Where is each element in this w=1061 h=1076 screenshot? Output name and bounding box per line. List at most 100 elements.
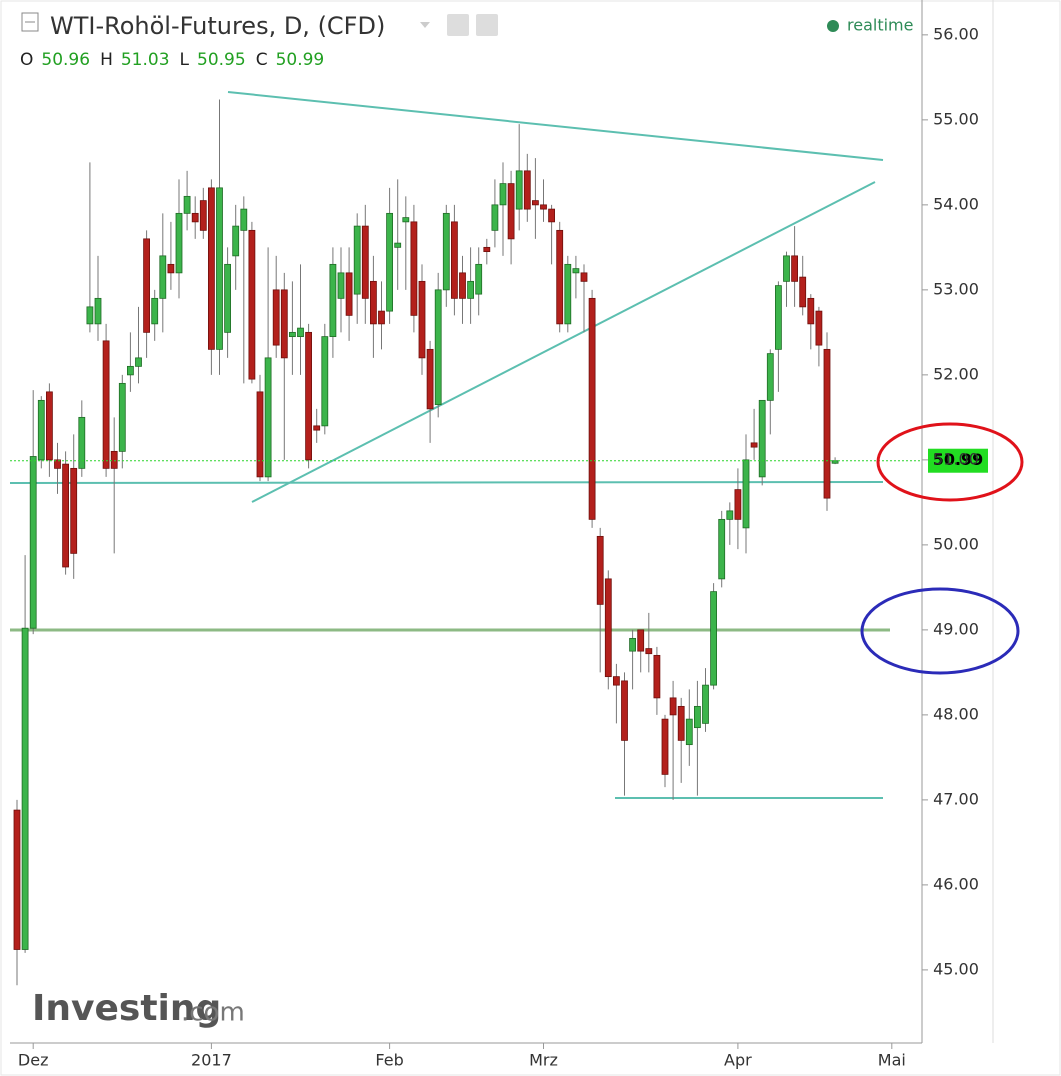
candle-body bbox=[564, 263, 572, 325]
candle-body bbox=[791, 255, 798, 282]
candle-body bbox=[766, 353, 774, 401]
candle-body bbox=[37, 399, 45, 461]
last-price-label: 50.99 bbox=[933, 450, 984, 469]
candle-body bbox=[21, 627, 29, 950]
candle-body bbox=[450, 221, 458, 299]
candle-body bbox=[596, 535, 604, 605]
candle-body bbox=[758, 399, 766, 478]
x-tick-label: 2017 bbox=[191, 1051, 232, 1070]
candle-body bbox=[694, 705, 701, 729]
candle-body bbox=[199, 200, 207, 231]
candle-body bbox=[135, 357, 142, 367]
y-tick-label: 55.00 bbox=[933, 109, 979, 128]
candle-body bbox=[143, 238, 151, 333]
candle-body bbox=[734, 489, 742, 520]
candle-body bbox=[637, 629, 645, 652]
candle-body bbox=[94, 297, 102, 325]
trend-line bbox=[251, 181, 876, 503]
candle-body bbox=[515, 170, 523, 210]
status: realtime bbox=[847, 16, 913, 35]
candle-body bbox=[361, 225, 369, 299]
x-tick-label: Mrz bbox=[529, 1051, 558, 1070]
candle-body bbox=[426, 348, 434, 410]
candle-body bbox=[410, 221, 418, 316]
candle-body bbox=[78, 416, 86, 469]
candle-body bbox=[702, 684, 709, 724]
last-price-box bbox=[928, 448, 988, 473]
candle-body bbox=[216, 187, 223, 350]
candle-body bbox=[151, 297, 159, 325]
candle-body bbox=[613, 676, 620, 686]
candle-body bbox=[823, 348, 831, 499]
ohlc-value: 51.03 bbox=[121, 50, 170, 70]
candle-body bbox=[523, 170, 531, 210]
candle-body bbox=[264, 357, 272, 478]
candle-body bbox=[272, 289, 280, 346]
y-tick-label: 52.00 bbox=[933, 364, 979, 383]
y-tick-label: 45.00 bbox=[933, 959, 979, 978]
candle-body bbox=[118, 382, 126, 452]
visibility-icon[interactable] bbox=[447, 14, 469, 36]
brand-suffix: .com bbox=[181, 998, 245, 1028]
ohlc-value: 50.99 bbox=[276, 50, 325, 70]
trend-line bbox=[227, 91, 884, 161]
support-line bbox=[9, 481, 884, 484]
ohlc-key: L bbox=[180, 50, 190, 70]
candle-body bbox=[248, 229, 256, 380]
candle-body bbox=[110, 450, 118, 469]
candle-body bbox=[313, 425, 321, 431]
candle-body bbox=[677, 705, 685, 741]
candle-body bbox=[661, 718, 669, 775]
ohlc-value: 50.96 bbox=[41, 50, 90, 70]
candle-body bbox=[645, 648, 653, 655]
candle-body bbox=[742, 459, 750, 529]
candle-body bbox=[572, 268, 580, 274]
candle-body bbox=[378, 310, 385, 325]
status-dot bbox=[827, 20, 839, 32]
ohlc-value: 50.95 bbox=[197, 50, 246, 70]
y-tick-label: 48.00 bbox=[933, 704, 979, 723]
x-tick-label: Dez bbox=[18, 1051, 49, 1070]
candle-body bbox=[783, 255, 790, 282]
candle-body bbox=[475, 263, 483, 295]
candle-body bbox=[62, 463, 69, 568]
candle-body bbox=[280, 289, 288, 359]
candle-body bbox=[256, 391, 264, 478]
candle-body bbox=[13, 809, 21, 950]
collapse-icon[interactable] bbox=[21, 12, 39, 32]
candle-body bbox=[588, 297, 596, 520]
settings-icon[interactable] bbox=[476, 14, 498, 36]
candle-body bbox=[321, 336, 329, 427]
candle-body bbox=[70, 467, 78, 554]
candle-body bbox=[175, 212, 183, 274]
brand-logo: Investing bbox=[32, 988, 221, 1029]
candle-body bbox=[499, 183, 507, 206]
y-tick-label: 56.00 bbox=[933, 24, 979, 43]
candle-body bbox=[467, 280, 475, 299]
dropdown-icon[interactable] bbox=[420, 22, 430, 28]
candle-body bbox=[418, 280, 426, 359]
candle-body bbox=[815, 310, 823, 346]
y-tick-label: 53.00 bbox=[933, 279, 979, 298]
highlight-ellipse bbox=[876, 422, 1024, 502]
y-tick-label: 46.00 bbox=[933, 874, 979, 893]
candle-body bbox=[159, 255, 167, 299]
candle-body bbox=[483, 246, 491, 253]
candle-body bbox=[629, 637, 636, 652]
candle-body bbox=[345, 272, 353, 316]
candle-body bbox=[288, 331, 296, 338]
ohlc-key: H bbox=[100, 50, 113, 70]
candle-body bbox=[207, 187, 215, 350]
candle-body bbox=[718, 518, 726, 580]
candle-body bbox=[580, 272, 588, 282]
candle-body bbox=[183, 195, 191, 214]
candle-body bbox=[459, 272, 466, 299]
candle-body bbox=[807, 297, 815, 325]
candle-body bbox=[167, 263, 175, 274]
candle-body bbox=[29, 456, 37, 629]
candle-body bbox=[232, 225, 240, 257]
candle-body bbox=[86, 306, 94, 325]
